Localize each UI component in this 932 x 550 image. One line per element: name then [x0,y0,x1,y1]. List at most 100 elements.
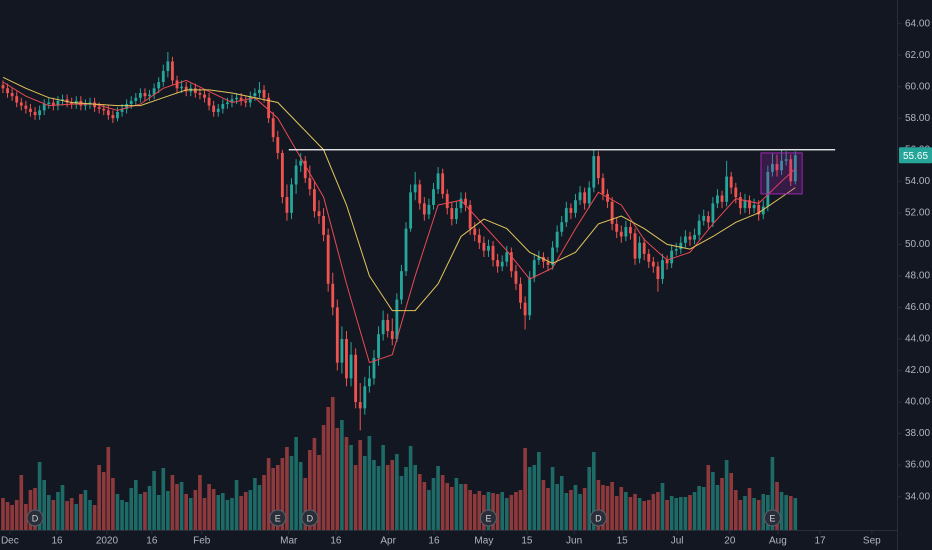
y-tick-label: 58.00 [905,113,930,124]
volume-bar [733,490,738,530]
volume-bar [335,428,340,530]
volume-bar [514,492,518,530]
volume-bar [729,473,734,530]
candle-body [697,220,701,235]
candle-body [482,242,486,251]
volume-bar [24,504,28,530]
volume-bar [509,495,514,530]
volume-bar [417,474,422,530]
volume-bar [427,490,431,530]
volume-bar [376,466,381,530]
candle-body [331,283,335,308]
candle-body [418,184,422,204]
candle-body [706,215,710,223]
candle-body [761,206,765,215]
candle-body [491,245,495,261]
candle-body [514,271,518,284]
candle-body [780,160,784,171]
event-marker [269,509,287,527]
volume-bar [312,438,317,530]
candle-body [24,105,28,109]
volume-bar [101,472,106,530]
candle-body [244,100,248,103]
volume-bar [688,495,692,530]
volume-bar [720,478,724,530]
volume-bar [559,476,564,530]
candle-body [322,215,325,235]
candle-body [152,88,156,95]
volume-bar [573,485,578,530]
volume-bar [289,456,294,530]
volume-bar [239,496,243,530]
x-tick-label: 2020 [96,536,119,547]
volume-bar [555,484,559,530]
candle-body [775,163,779,171]
candle-body [116,111,119,119]
candle-body [615,223,619,232]
candle-body [129,100,133,105]
candle-body [308,178,312,190]
x-tick-label: 17 [814,536,826,547]
volume-bar [743,496,747,530]
candle-body [143,93,147,97]
y-tick-label: 34.00 [905,491,930,502]
volume-bar [10,505,14,530]
candle-body [65,99,69,103]
volume-bar [275,465,280,530]
volume-bar [495,494,500,530]
volume-bar [779,492,784,530]
y-tick-label: 36.00 [905,460,930,471]
volume-bar [211,489,216,530]
candle-body [610,201,614,224]
volume-bar [362,456,367,530]
volume-bar [518,490,523,530]
candle-body [212,105,216,112]
volume-bar [674,498,679,530]
y-tick-label: 38.00 [905,428,930,439]
volume-bar [298,462,303,530]
volume-bar [358,440,363,530]
volume-bar [28,490,33,530]
volume-bar [65,501,69,530]
volume-bar [665,500,669,530]
volume-bar [330,397,335,530]
volume-bar [395,454,399,530]
volume-bar [468,490,472,530]
volume-bar [472,494,477,530]
volume-bar [225,500,230,530]
event-label: E [769,513,775,523]
candle-body [148,94,151,97]
candle-body [651,261,655,267]
volume-bar [340,420,344,530]
volume-bar [1,498,5,530]
candle-body [106,110,110,116]
candle-body [93,102,96,108]
candle-body [409,192,413,229]
candle-body [674,249,678,251]
candle-body [372,357,376,379]
x-tick-label: 15 [521,536,533,547]
candle-body [629,227,632,234]
event-marker [479,509,497,527]
volume-bar [463,484,468,530]
candle-body [70,102,74,105]
candle-body [748,200,751,209]
candle-body [725,176,729,202]
candle-body [757,204,761,215]
volume-bar [188,498,193,530]
candle-body [716,195,719,204]
volume-bar [285,447,289,530]
candle-body [445,193,449,209]
candle-body [166,61,170,71]
x-tick-label: Apr [380,536,396,547]
volume-bar [656,492,660,530]
volume-bar [784,495,788,530]
y-tick-label: 42.00 [905,365,930,376]
candle-body [38,110,42,116]
candle-body [6,88,9,94]
event-marker [589,509,607,527]
candle-body [290,184,293,213]
candle-body [789,159,793,182]
candle-body [88,102,92,105]
volume-bar [633,494,637,530]
